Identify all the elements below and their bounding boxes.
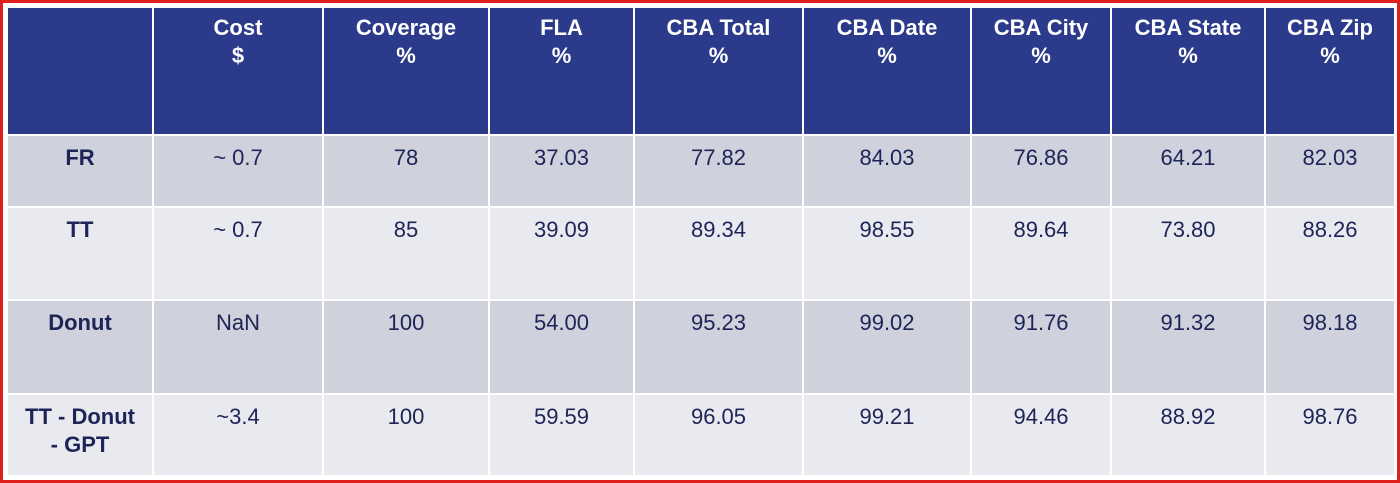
table-cell: 37.03 [488, 133, 635, 209]
table-cell: 78 [322, 133, 490, 209]
table-cell: 89.34 [633, 206, 804, 302]
column-header-label: CBA Total [666, 15, 771, 40]
header-corner-cell [6, 6, 154, 136]
table-cell: 64.21 [1110, 133, 1266, 209]
row-header-donut: Donut [6, 299, 154, 395]
table-cell: 82.03 [1264, 133, 1396, 209]
table-cell: 100 [322, 392, 490, 478]
table-cell: 76.86 [970, 133, 1112, 209]
table-cell: 95.23 [633, 299, 804, 395]
column-header-label: Coverage [355, 15, 457, 40]
column-header-cba-state: CBA State % [1110, 6, 1266, 136]
row-header-tt: TT [6, 206, 154, 302]
row-header-tt-donut-gpt: TT - Donut - GPT [6, 392, 154, 478]
table-cell: 88.92 [1110, 392, 1266, 478]
column-header-label: FLA [540, 15, 583, 40]
table-cell: 99.21 [802, 392, 972, 478]
table-cell: 91.32 [1110, 299, 1266, 395]
table-row: Donut NaN 100 54.00 95.23 99.02 91.76 91… [6, 299, 1396, 395]
column-header-label: Cost [213, 15, 263, 40]
column-header-label: CBA State [1134, 15, 1242, 40]
table-row: FR ~ 0.7 78 37.03 77.82 84.03 76.86 64.2… [6, 133, 1396, 209]
table-row: TT ~ 0.7 85 39.09 89.34 98.55 89.64 73.8… [6, 206, 1396, 302]
column-header-unit: % [877, 43, 897, 68]
table-cell: 94.46 [970, 392, 1112, 478]
column-header-fla: FLA % [488, 6, 635, 136]
column-header-coverage: Coverage % [322, 6, 490, 136]
table-cell: 91.76 [970, 299, 1112, 395]
table-cell: 100 [322, 299, 490, 395]
table-cell: ~ 0.7 [152, 206, 324, 302]
table-cell: 73.80 [1110, 206, 1266, 302]
table-cell: 54.00 [488, 299, 635, 395]
table-cell: 99.02 [802, 299, 972, 395]
table-cell: 89.64 [970, 206, 1112, 302]
header-row: Cost $ Coverage % FLA % CBA Total % CBA … [6, 6, 1396, 136]
table-cell: 98.18 [1264, 299, 1396, 395]
column-header-label: CBA Zip [1287, 15, 1373, 40]
column-header-cost: Cost $ [152, 6, 324, 136]
table-cell: 77.82 [633, 133, 804, 209]
table-cell: 85 [322, 206, 490, 302]
table-cell: 98.76 [1264, 392, 1396, 478]
column-header-unit: % [1320, 43, 1340, 68]
column-header-cba-total: CBA Total % [633, 6, 804, 136]
table-cell: 98.55 [802, 206, 972, 302]
table-cell: 88.26 [1264, 206, 1396, 302]
column-header-unit: % [1178, 43, 1198, 68]
table-cell: ~ 0.7 [152, 133, 324, 209]
column-header-label: CBA City [993, 15, 1089, 40]
column-header-unit: $ [231, 43, 245, 68]
row-header-fr: FR [6, 133, 154, 209]
table-cell: 84.03 [802, 133, 972, 209]
column-header-unit: % [396, 43, 416, 68]
table-cell: 39.09 [488, 206, 635, 302]
table-cell: 96.05 [633, 392, 804, 478]
results-table: Cost $ Coverage % FLA % CBA Total % CBA … [6, 6, 1396, 478]
column-header-unit: % [551, 43, 572, 68]
column-header-label: CBA Date [836, 15, 938, 40]
table-cell: 59.59 [488, 392, 635, 478]
table-cell: NaN [152, 299, 324, 395]
column-header-cba-date: CBA Date % [802, 6, 972, 136]
column-header-unit: % [708, 43, 729, 68]
table-cell: ~3.4 [152, 392, 324, 478]
column-header-unit: % [1031, 43, 1051, 68]
table-row: TT - Donut - GPT ~3.4 100 59.59 96.05 99… [6, 392, 1396, 478]
column-header-cba-zip: CBA Zip % [1264, 6, 1396, 136]
column-header-cba-city: CBA City % [970, 6, 1112, 136]
